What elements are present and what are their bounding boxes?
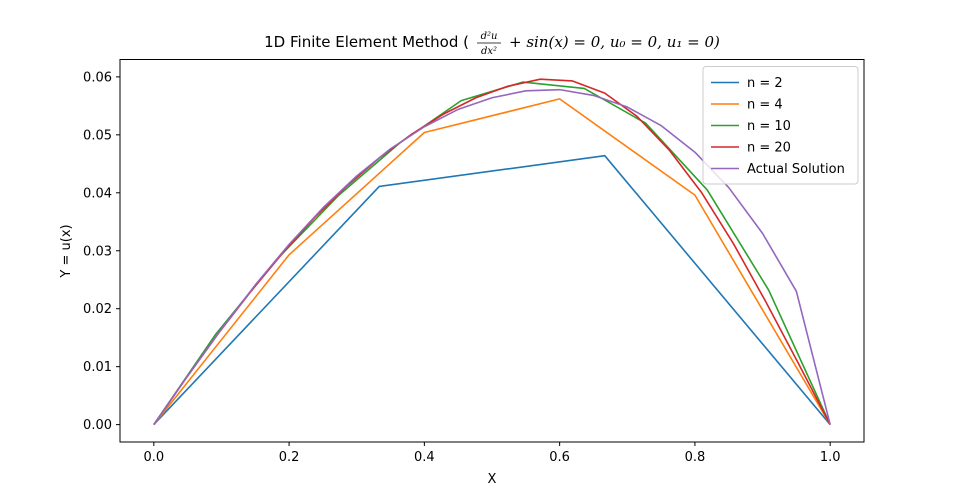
x-axis-label: X <box>488 472 497 487</box>
y-axis-ticks: 0.00 0.01 0.02 0.03 0.04 0.05 0.06 <box>83 70 120 433</box>
legend-entry-4: n = 20 <box>747 141 791 156</box>
x-tick-label: 0.0 <box>143 450 164 465</box>
y-tick-label: 0.00 <box>83 418 112 433</box>
legend: n = 2 n = 4 n = 10 n = 20 Actual Solution <box>702 66 859 185</box>
y-tick-label: 0.01 <box>83 360 112 375</box>
title-fraction-denominator: dx² <box>481 46 497 57</box>
series-line-1 <box>153 154 831 426</box>
x-tick-label: 0.8 <box>685 450 706 465</box>
y-tick-label: 0.03 <box>83 244 112 259</box>
y-tick-label: 0.06 <box>83 70 112 85</box>
chart-title-text: 1D Finite Element Method ( <box>264 33 469 51</box>
x-tick-label: 1.0 <box>820 450 841 465</box>
x-tick-label: 0.2 <box>279 450 300 465</box>
title-equation-fraction: d²u dx² <box>477 31 501 57</box>
y-tick-label: 0.05 <box>83 128 112 143</box>
legend-entry-1: n = 2 <box>747 76 783 91</box>
chart-title: 1D Finite Element Method ( + sin(x) = 0, … <box>264 33 720 51</box>
legend-entry-3: n = 10 <box>747 119 791 134</box>
x-axis-ticks: 0.0 0.2 0.4 0.6 0.8 1.0 <box>143 442 841 465</box>
title-fraction-numerator: d²u <box>481 31 498 42</box>
y-tick-label: 0.02 <box>83 302 112 317</box>
legend-entry-2: n = 4 <box>747 98 783 113</box>
title-equation-rest: + sin(x) = 0, u₀ = 0, u₁ = 0) <box>509 33 720 51</box>
x-tick-label: 0.6 <box>549 450 570 465</box>
series-line-2 <box>153 98 831 426</box>
y-axis-label: Y = u(x) <box>59 224 74 278</box>
legend-entry-5: Actual Solution <box>747 162 845 177</box>
x-tick-label: 0.4 <box>414 450 435 465</box>
y-tick-label: 0.04 <box>83 186 112 201</box>
legend-box <box>702 66 859 185</box>
series-layer <box>153 78 831 426</box>
